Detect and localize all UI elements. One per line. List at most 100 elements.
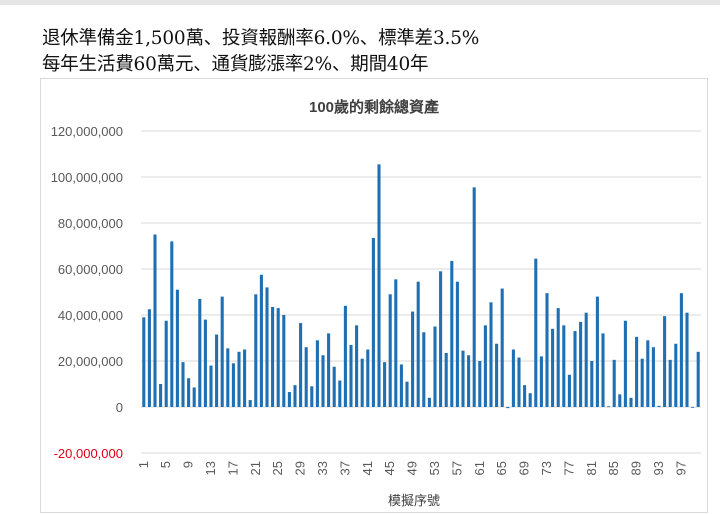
bar — [321, 355, 325, 407]
bar — [383, 362, 387, 407]
bar — [338, 380, 342, 407]
bar — [203, 319, 207, 407]
x-tick-label: 69 — [517, 461, 532, 475]
x-tick-label: 45 — [382, 461, 397, 475]
x-tick-label: 49 — [405, 461, 420, 475]
bar — [187, 378, 191, 407]
bar — [259, 274, 263, 407]
bar — [635, 336, 639, 407]
bar — [534, 258, 538, 407]
bar — [142, 317, 146, 407]
bar — [439, 271, 443, 407]
x-tick-label: 29 — [293, 461, 308, 475]
x-tick-label: 33 — [315, 461, 330, 475]
bar — [343, 305, 347, 407]
bar — [254, 294, 258, 407]
bar — [282, 315, 286, 407]
bar — [663, 316, 667, 407]
bar — [523, 385, 527, 407]
bar — [220, 296, 224, 407]
bar — [657, 405, 661, 407]
y-tick-label: 100,000,000 — [51, 170, 123, 185]
x-tick-label: 25 — [270, 461, 285, 475]
bar — [489, 302, 493, 407]
bar — [181, 362, 185, 407]
chart-container: 100歲的剩餘總資產 -20,000,000 0 20,000,000 40,000,… — [40, 78, 708, 513]
bar — [455, 281, 459, 407]
bar — [595, 296, 599, 407]
x-tick-label: 61 — [472, 461, 487, 475]
bar — [377, 164, 381, 407]
x-tick-label: 13 — [203, 461, 218, 475]
bar — [517, 357, 521, 407]
y-tick-label: 80,000,000 — [58, 216, 123, 231]
bar — [668, 359, 672, 407]
bar — [332, 366, 336, 407]
x-tick-label: 73 — [539, 461, 554, 475]
bar — [573, 331, 577, 407]
y-axis-ticks: -20,000,000 0 20,000,000 40,000,000 60,000,0… — [51, 124, 123, 461]
bar — [315, 340, 319, 407]
bar — [601, 333, 605, 407]
bar — [243, 349, 247, 407]
bar — [394, 279, 398, 407]
bar — [147, 309, 151, 407]
bar — [164, 320, 168, 407]
bar — [562, 325, 566, 407]
x-tick-label: 65 — [494, 461, 509, 475]
bar — [539, 356, 543, 407]
bar — [287, 392, 291, 407]
gridlines — [141, 130, 701, 454]
bar — [691, 407, 695, 408]
bar — [192, 387, 196, 407]
bar — [226, 348, 230, 407]
bar-chart: 100歲的剩餘總資產 -20,000,000 0 20,000,000 40,000,… — [51, 98, 701, 508]
bar — [651, 347, 655, 407]
y-tick-label: 20,000,000 — [58, 354, 123, 369]
bar — [545, 293, 549, 407]
bar — [310, 386, 314, 407]
x-tick-label: 93 — [651, 461, 666, 475]
bar — [299, 323, 303, 407]
bar — [411, 311, 415, 407]
bar — [444, 352, 448, 407]
y-tick-label: 0 — [116, 400, 123, 415]
bar — [231, 363, 235, 407]
bar — [478, 361, 482, 407]
bar — [265, 287, 269, 407]
bar — [528, 393, 532, 407]
bar — [209, 365, 213, 407]
x-tick-label: 37 — [337, 461, 352, 475]
bar — [159, 384, 163, 407]
bar — [433, 326, 437, 407]
bar — [629, 397, 633, 407]
bar — [584, 312, 588, 407]
x-tick-label: 9 — [181, 461, 196, 468]
x-tick-label: 1 — [136, 461, 151, 468]
bar — [371, 237, 375, 407]
bar — [500, 288, 504, 407]
page-heading-line-2: 每年生活費60萬元、通貨膨漲率2%、期間40年 — [42, 54, 429, 75]
bars — [142, 164, 700, 409]
bar — [450, 260, 454, 407]
x-tick-label: 57 — [449, 461, 464, 475]
bar — [405, 381, 409, 407]
bar — [215, 334, 219, 407]
x-tick-label: 89 — [629, 461, 644, 475]
bar — [612, 359, 616, 407]
x-tick-label: 41 — [360, 461, 375, 475]
x-tick-label: 21 — [248, 461, 263, 475]
bar — [483, 325, 487, 407]
bar — [170, 241, 174, 407]
bar — [248, 400, 252, 407]
bar — [355, 325, 359, 407]
y-tick-label: -20,000,000 — [54, 446, 123, 461]
bar — [271, 306, 275, 407]
top-border — [0, 0, 720, 5]
bar — [567, 374, 571, 407]
bar — [366, 349, 370, 407]
bar — [618, 394, 622, 407]
bar — [467, 355, 471, 407]
y-tick-label: 60,000,000 — [58, 262, 123, 277]
x-tick-label: 5 — [158, 461, 173, 468]
